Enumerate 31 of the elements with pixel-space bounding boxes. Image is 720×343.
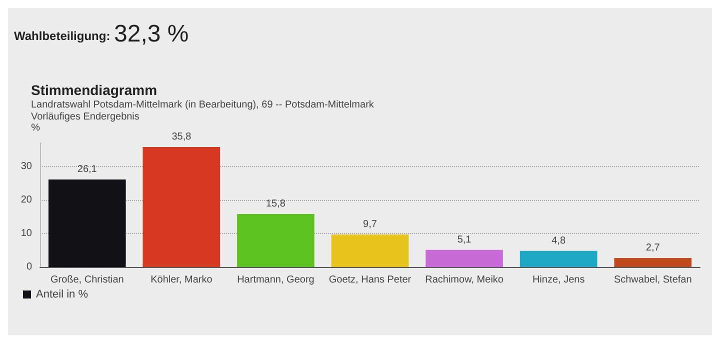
- y-tick-label: 20: [20, 194, 32, 206]
- bar: [142, 147, 220, 267]
- x-tick-label: Hartmann, Georg: [237, 274, 314, 286]
- x-tick-label: Goetz, Hans Peter: [328, 274, 412, 286]
- text: 2,7: [646, 242, 660, 254]
- y-tick-label: 30: [20, 160, 32, 172]
- y-tick-label: 10: [20, 228, 32, 239]
- x-tick-label: Rachimow, Meiko: [425, 274, 504, 286]
- text: 35,8: [172, 132, 192, 143]
- text: 5,1: [457, 234, 472, 246]
- text: 9,7: [363, 218, 377, 230]
- bar: [331, 234, 409, 267]
- bar: [237, 214, 314, 267]
- legend-label: Anteil in %: [36, 288, 88, 300]
- x-tick-label: Hinze, Jens: [532, 274, 585, 286]
- bar: [48, 180, 126, 267]
- x-tick-label: Köhler, Marko: [150, 274, 213, 286]
- y-axis-title: %: [31, 122, 40, 134]
- y-tick-label: 0: [26, 262, 32, 272]
- text: 32,3 %: [114, 20, 189, 48]
- chart-title: Stimmendiagramm: [31, 82, 158, 98]
- text: 4,8: [552, 235, 566, 246]
- x-tick-label: Große, Christian: [50, 274, 124, 286]
- x-tick-label: Schwabel, Stefan: [614, 274, 692, 286]
- text: 15,8: [266, 198, 286, 210]
- chart-subtitle: Landratswahl Potsdam-Mittelmark (in Bearbeitung), 69 -- Potsdam-Mittelmark Vorläufiges Endergebnis: [31, 100, 375, 122]
- bar: [520, 250, 598, 267]
- text: 26,1: [77, 164, 97, 176]
- text: Wahlbeteiligung:: [14, 29, 110, 43]
- bar: [614, 258, 692, 267]
- bar: [426, 250, 503, 267]
